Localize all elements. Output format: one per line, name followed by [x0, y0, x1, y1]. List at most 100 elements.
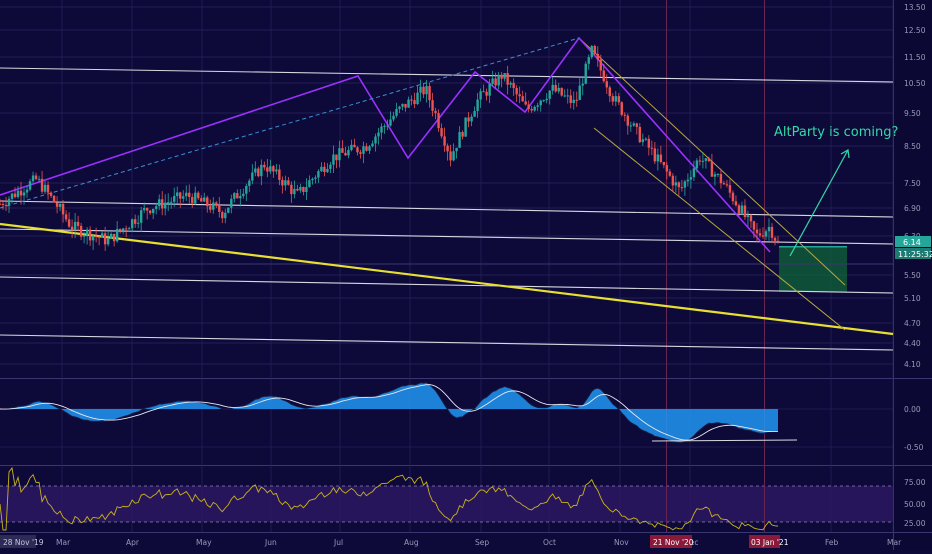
- horizontal-lines[interactable]: [0, 67, 894, 351]
- support-line-2[interactable]: [0, 276, 894, 294]
- candle-body[interactable]: [145, 208, 149, 211]
- candle-body[interactable]: [290, 184, 293, 195]
- candle-body[interactable]: [130, 219, 134, 229]
- candle-body[interactable]: [704, 158, 708, 161]
- candle-body[interactable]: [680, 187, 684, 189]
- candle-body[interactable]: [305, 187, 308, 192]
- candle-body[interactable]: [209, 206, 212, 210]
- candle-body[interactable]: [43, 184, 47, 192]
- candle-body[interactable]: [569, 95, 572, 104]
- candle-body[interactable]: [97, 236, 101, 238]
- candle-body[interactable]: [677, 182, 681, 188]
- candle-body[interactable]: [488, 83, 491, 96]
- candle-body[interactable]: [413, 100, 416, 105]
- candle-body[interactable]: [296, 188, 299, 191]
- macd-support-line[interactable]: [651, 439, 798, 442]
- candle-body[interactable]: [25, 189, 29, 193]
- candle-body[interactable]: [710, 161, 714, 177]
- channel-lower[interactable]: [593, 127, 846, 331]
- candle-body[interactable]: [136, 222, 140, 224]
- candle-body[interactable]: [521, 96, 524, 102]
- candle-body[interactable]: [284, 180, 287, 186]
- candle-body[interactable]: [554, 84, 557, 92]
- candle-body[interactable]: [164, 202, 167, 209]
- resistance-line-top[interactable]: [0, 67, 894, 83]
- candle-body[interactable]: [623, 114, 627, 116]
- support-line-1[interactable]: [0, 228, 894, 245]
- candle-body[interactable]: [338, 148, 341, 161]
- candle-body[interactable]: [692, 168, 696, 178]
- target-zone-box[interactable]: [779, 246, 847, 292]
- candle-body[interactable]: [635, 123, 639, 127]
- candle-body[interactable]: [410, 99, 413, 101]
- candle-body[interactable]: [551, 84, 554, 91]
- rsi-pane[interactable]: [0, 466, 779, 531]
- candle-body[interactable]: [185, 192, 188, 197]
- candle-body[interactable]: [85, 229, 89, 236]
- candle-body[interactable]: [428, 86, 431, 101]
- candle-body[interactable]: [16, 190, 20, 198]
- candle-body[interactable]: [638, 126, 642, 143]
- candle-body[interactable]: [383, 125, 386, 127]
- candle-body[interactable]: [665, 165, 669, 172]
- candle-body[interactable]: [76, 221, 80, 226]
- pattern-dotted-line[interactable]: [0, 37, 580, 209]
- candle-body[interactable]: [476, 99, 479, 111]
- candle-body[interactable]: [61, 204, 65, 215]
- candle-body[interactable]: [79, 225, 83, 237]
- candle-body[interactable]: [425, 86, 428, 95]
- long-term-trendline[interactable]: [0, 222, 894, 336]
- candle-body[interactable]: [263, 164, 266, 168]
- candle-body[interactable]: [587, 57, 590, 64]
- candle-body[interactable]: [629, 125, 633, 127]
- candle-body[interactable]: [148, 210, 152, 214]
- candle-body[interactable]: [344, 152, 347, 156]
- candle-body[interactable]: [731, 192, 735, 202]
- candle-body[interactable]: [443, 136, 446, 146]
- candle-body[interactable]: [473, 110, 476, 117]
- candle-body[interactable]: [419, 86, 422, 93]
- candle-body[interactable]: [659, 154, 663, 162]
- candle-body[interactable]: [215, 202, 218, 205]
- candle-body[interactable]: [749, 215, 753, 222]
- candle-body[interactable]: [602, 70, 605, 82]
- candle-body[interactable]: [142, 208, 146, 211]
- candle-body[interactable]: [52, 195, 56, 203]
- candle-body[interactable]: [1, 203, 5, 206]
- candle-body[interactable]: [350, 144, 353, 151]
- candle-body[interactable]: [722, 183, 726, 185]
- candle-body[interactable]: [671, 175, 675, 186]
- candle-body[interactable]: [7, 198, 11, 206]
- candle-body[interactable]: [236, 193, 239, 199]
- candle-body[interactable]: [251, 172, 254, 181]
- candle-body[interactable]: [118, 228, 122, 231]
- candle-body[interactable]: [449, 151, 452, 161]
- candle-body[interactable]: [40, 178, 44, 192]
- candle-body[interactable]: [497, 74, 500, 86]
- candle-body[interactable]: [133, 219, 137, 224]
- candle-body[interactable]: [392, 115, 395, 120]
- macd-pane[interactable]: [0, 382, 779, 444]
- candle-body[interactable]: [668, 171, 672, 176]
- candle-body[interactable]: [112, 233, 116, 242]
- candle-body[interactable]: [28, 181, 32, 190]
- candle-body[interactable]: [386, 125, 389, 127]
- candlestick-series[interactable]: [0, 44, 780, 251]
- candle-body[interactable]: [608, 87, 611, 97]
- candle-body[interactable]: [485, 91, 488, 96]
- candle-body[interactable]: [617, 96, 620, 103]
- candle-body[interactable]: [734, 201, 738, 206]
- candle-body[interactable]: [212, 202, 215, 210]
- candle-body[interactable]: [272, 166, 275, 172]
- candle-body[interactable]: [506, 72, 509, 85]
- candle-body[interactable]: [287, 180, 290, 185]
- candle-body[interactable]: [323, 166, 326, 173]
- candle-body[interactable]: [115, 228, 119, 242]
- candle-body[interactable]: [206, 197, 209, 207]
- candle-body[interactable]: [584, 63, 587, 84]
- candle-body[interactable]: [88, 229, 92, 241]
- candle-body[interactable]: [752, 221, 756, 230]
- candle-body[interactable]: [512, 82, 515, 89]
- candle-body[interactable]: [127, 228, 131, 230]
- candle-body[interactable]: [91, 235, 95, 241]
